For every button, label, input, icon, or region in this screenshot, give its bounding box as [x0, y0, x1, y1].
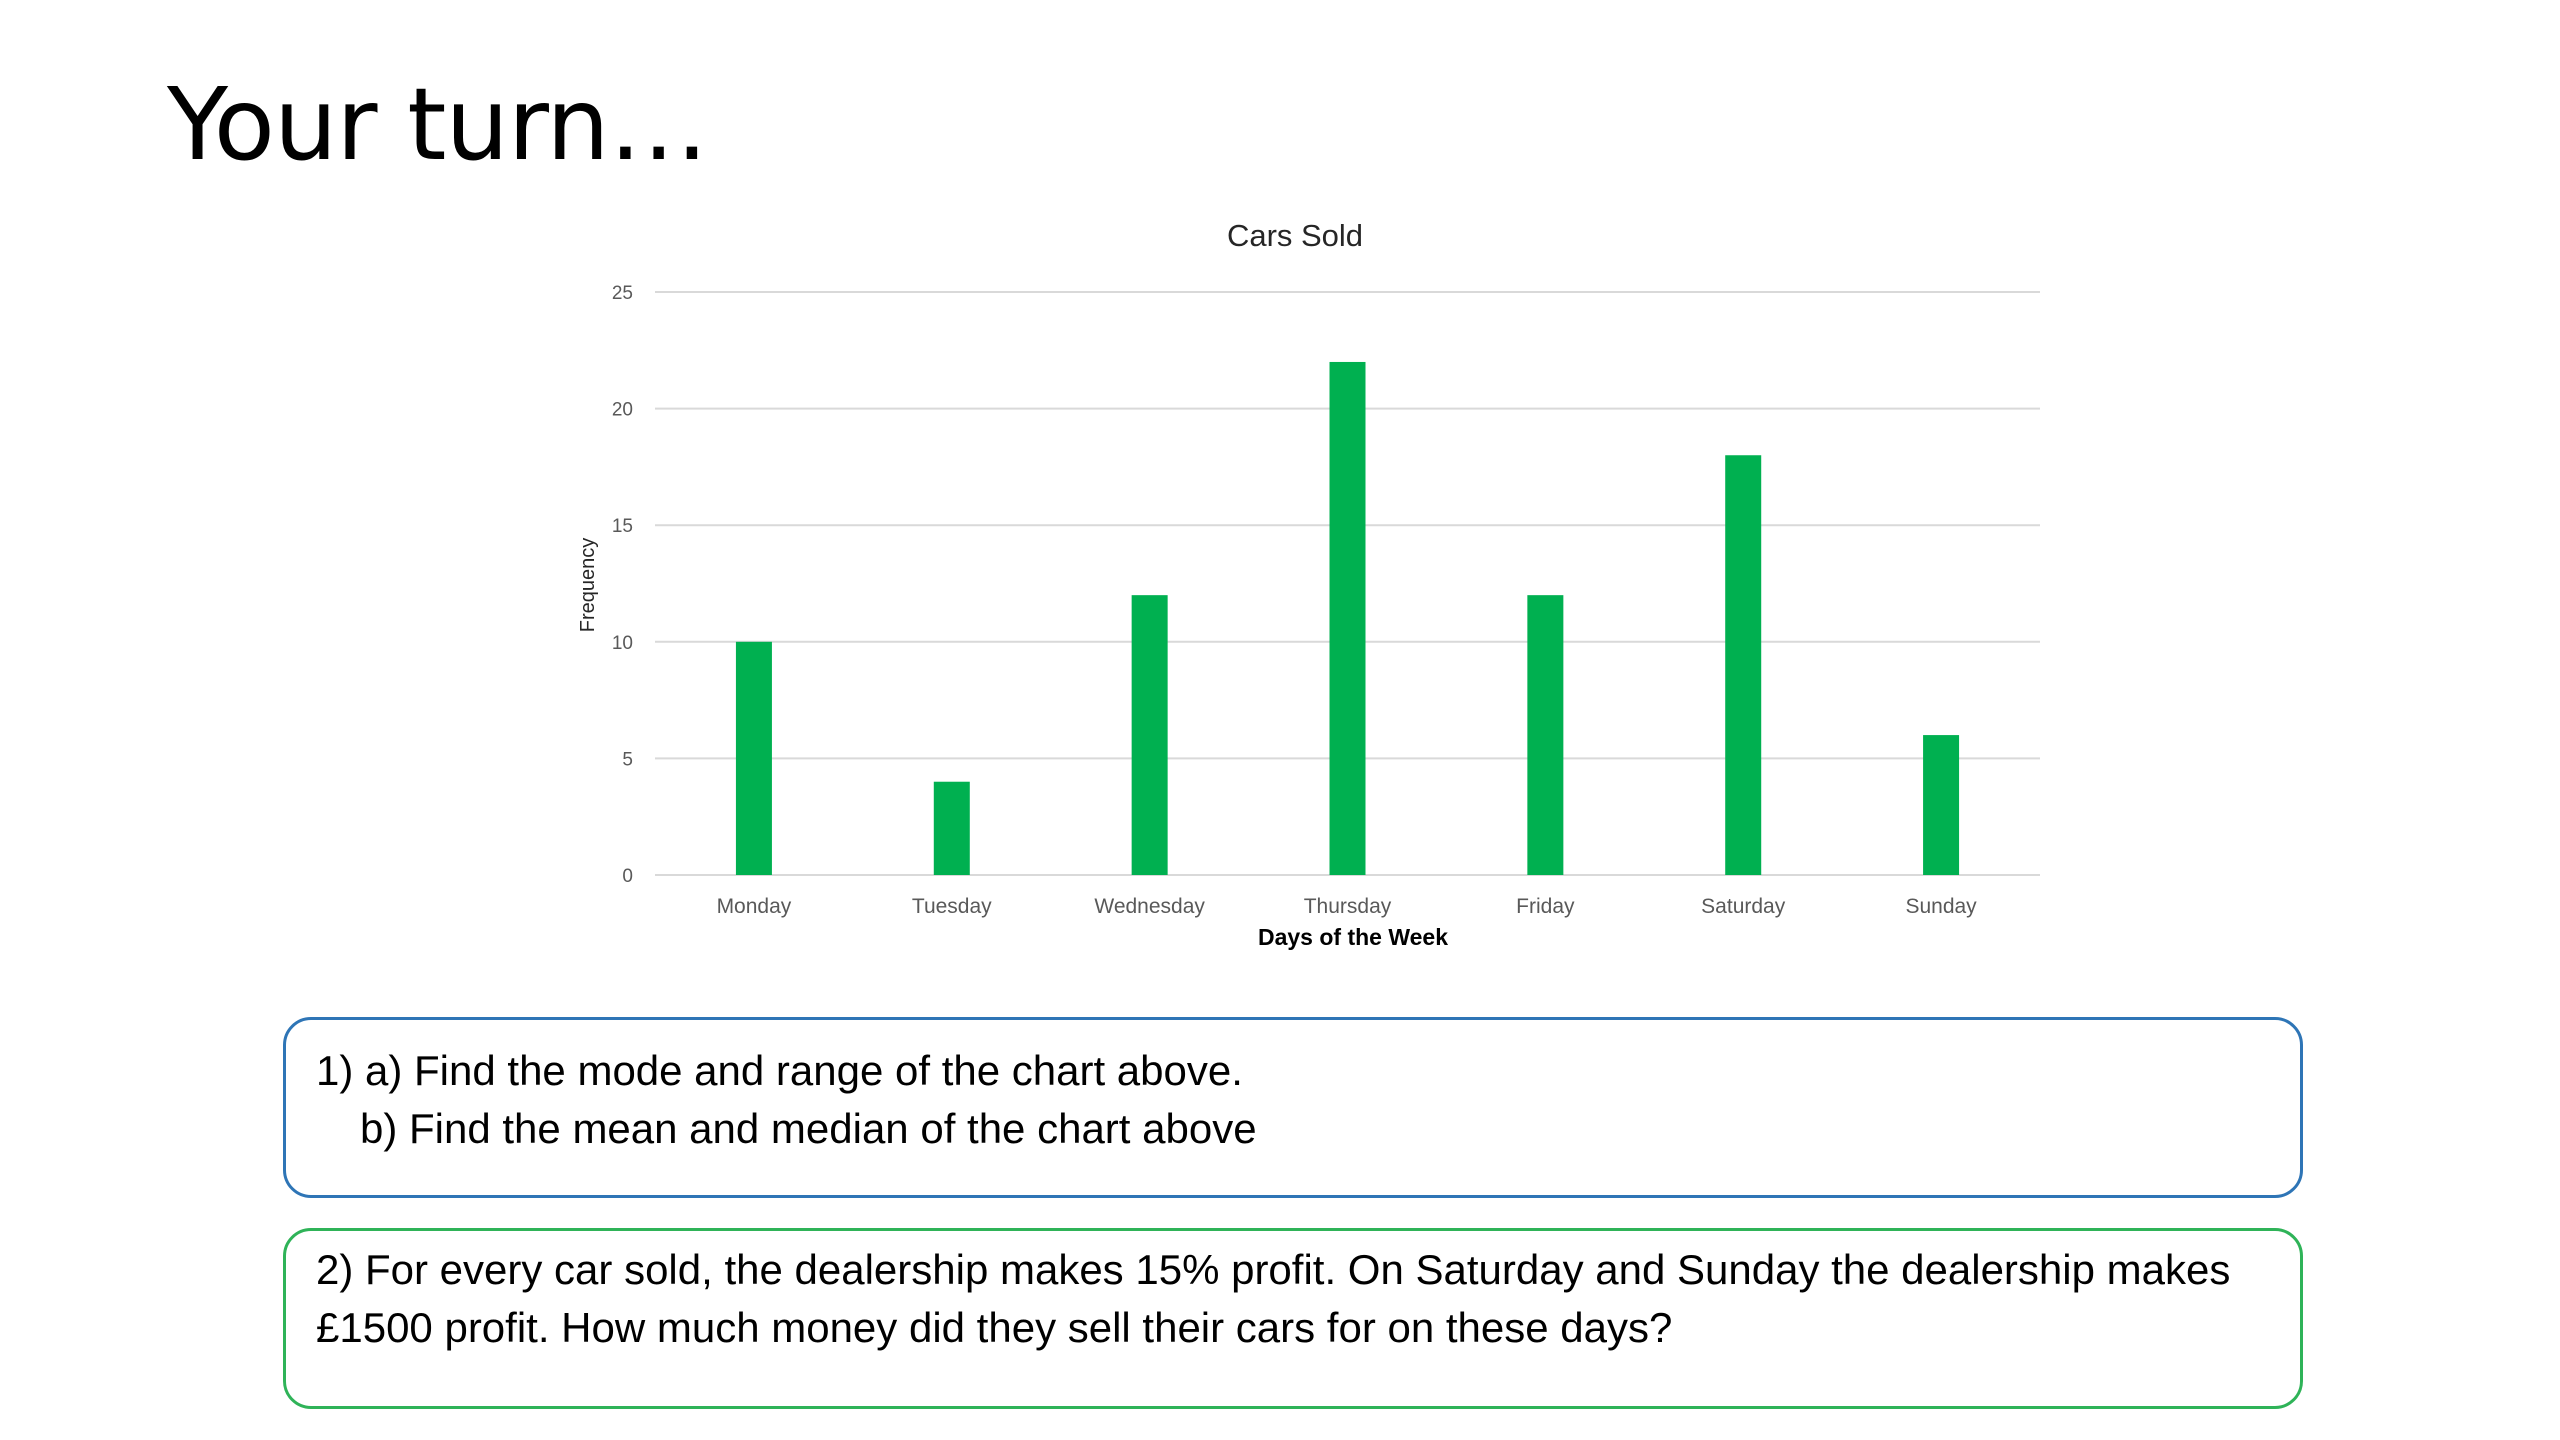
bars [735, 361, 1960, 875]
x-tick-label: Wednesday [1094, 895, 1205, 918]
bar-thursday [1329, 361, 1366, 875]
x-tick-label: Saturday [1701, 895, 1786, 918]
x-tick-label: Monday [717, 895, 792, 918]
bar-sunday [1923, 735, 1960, 875]
bar-wednesday [1131, 595, 1168, 875]
slide-title: Your turn… [167, 66, 709, 183]
x-tick-label: Tuesday [912, 895, 992, 918]
bar-friday [1527, 595, 1564, 875]
y-tick-label: 20 [612, 400, 633, 421]
question-2-text: 2) For every car sold, the dealership ma… [316, 1246, 2231, 1351]
bar-chart: Cars Sold 0 5 10 15 20 25 Monday Tuesday Wednes… [577, 218, 2040, 950]
y-tick-label: 0 [622, 866, 633, 887]
x-axis-ticks: Monday Tuesday Wednesday Thursday Friday Satu… [717, 895, 1978, 918]
x-tick-label: Thursday [1304, 895, 1392, 918]
y-tick-label: 5 [622, 749, 633, 770]
x-tick-label: Friday [1516, 895, 1575, 918]
x-tick-label: Sunday [1905, 895, 1977, 918]
bar-monday [735, 641, 772, 875]
question-2-box: 2) For every car sold, the dealership ma… [283, 1228, 2303, 1409]
y-axis-ticks: 0 5 10 15 20 25 [612, 283, 633, 887]
y-tick-label: 10 [612, 633, 633, 654]
y-tick-label: 15 [612, 516, 633, 537]
bar-saturday [1725, 455, 1762, 875]
y-tick-label: 25 [612, 283, 633, 304]
question-1-box: 1) a) Find the mode and range of the cha… [283, 1017, 2303, 1198]
question-1a-text: 1) a) Find the mode and range of the cha… [316, 1047, 1243, 1094]
bar-tuesday [933, 781, 970, 875]
x-axis-label: Days of the Week [1258, 924, 1448, 950]
question-1b-text: b) Find the mean and median of the chart… [360, 1105, 1257, 1152]
y-axis-label: Frequency [577, 538, 599, 633]
chart-title: Cars Sold [1227, 218, 1363, 253]
